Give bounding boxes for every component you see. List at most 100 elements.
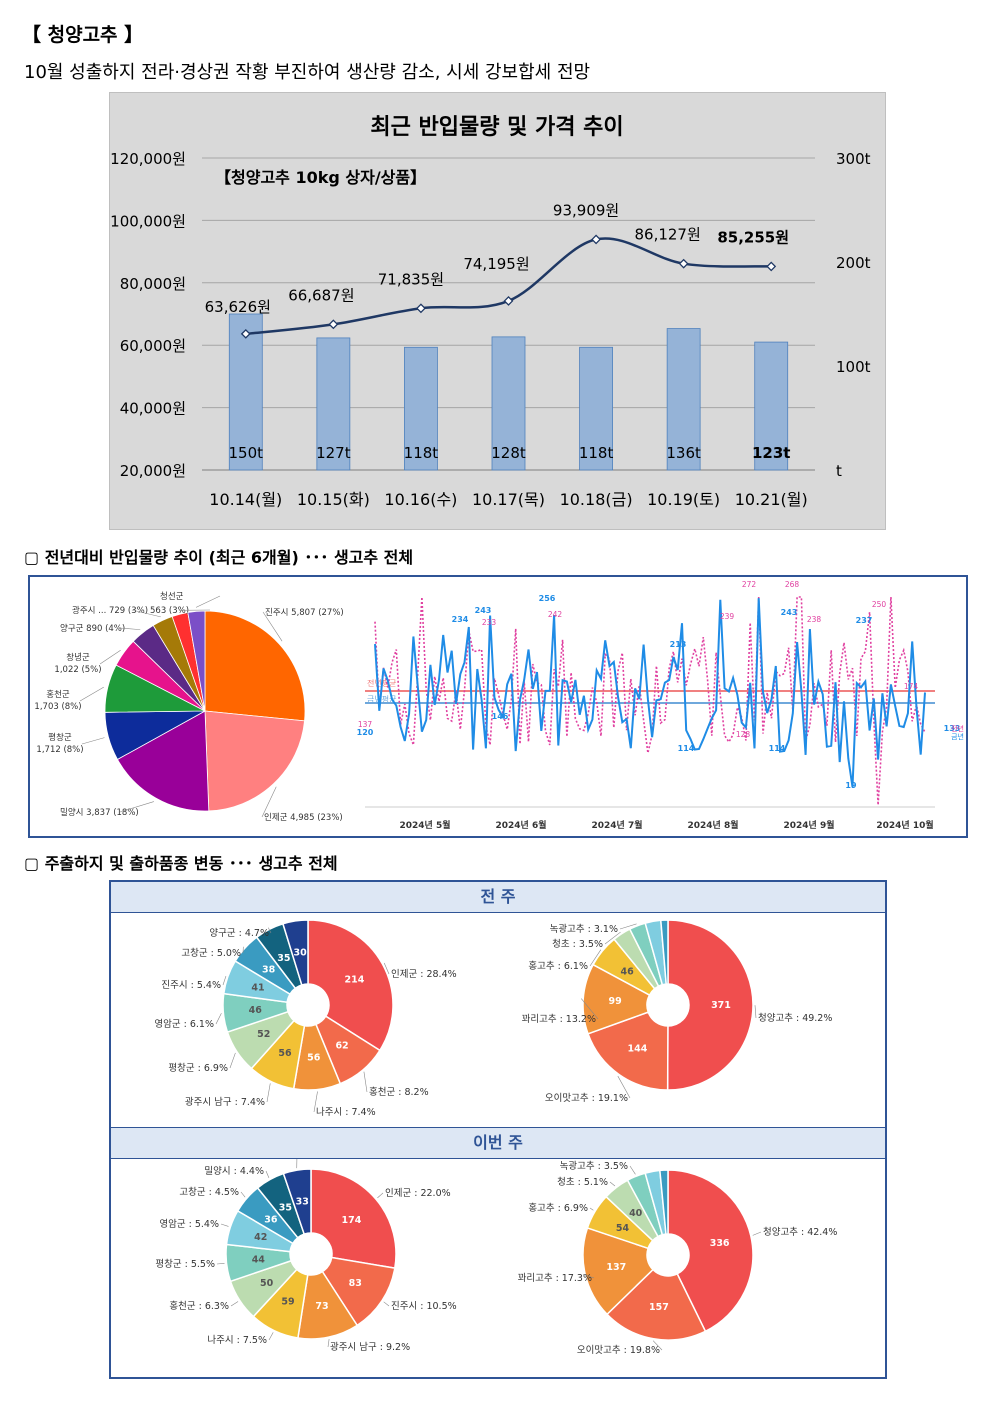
leader-line bbox=[79, 686, 104, 702]
leader-line bbox=[265, 1170, 270, 1178]
donut-label: 청양고추 : 49.2% bbox=[758, 1013, 832, 1024]
x-tick-label: 2024년 10월 bbox=[876, 819, 933, 831]
leader-line bbox=[363, 1071, 368, 1093]
price-label: 71,835원 bbox=[378, 270, 444, 288]
slice-value: 99 bbox=[609, 996, 622, 1007]
slice-value: 54 bbox=[616, 1223, 630, 1234]
bar-label: 127t bbox=[316, 444, 351, 462]
band-this-week: 이번 주 bbox=[111, 1127, 885, 1159]
end-label: 전년 bbox=[951, 724, 964, 733]
leader-line bbox=[131, 609, 161, 618]
donut-label: 청초 : 3.5% bbox=[552, 939, 603, 950]
x-tick-label: 10.15(화) bbox=[297, 490, 370, 509]
leader-line bbox=[619, 923, 637, 930]
leader-line bbox=[119, 627, 141, 630]
donut-slice bbox=[606, 1268, 707, 1341]
pie-label: 양구군 890 (4%) bbox=[60, 623, 125, 634]
donut-label: 청양고추 : 42.4% bbox=[763, 1227, 837, 1238]
price-label: 63,626원 bbox=[205, 298, 271, 316]
pie-slice bbox=[187, 610, 206, 712]
point-label: 268 bbox=[785, 580, 800, 589]
point-label: 272 bbox=[742, 580, 757, 589]
bar bbox=[316, 337, 351, 471]
y-left-tick: 100,000원 bbox=[110, 212, 186, 230]
leader-line bbox=[383, 1301, 390, 1307]
leader-line bbox=[754, 1005, 757, 1019]
series-line-cur bbox=[374, 598, 926, 788]
slice-value: 59 bbox=[281, 1297, 294, 1308]
leader-line bbox=[222, 975, 227, 986]
slice-value: 46 bbox=[249, 1005, 263, 1016]
end-label: 금년 bbox=[951, 732, 964, 741]
slice-value: 44 bbox=[252, 1255, 266, 1266]
reference-label: 금년평균 bbox=[367, 694, 396, 704]
leader-line bbox=[604, 931, 621, 945]
point-label: 213 bbox=[670, 640, 687, 649]
donut-label: 영암군 : 6.1% bbox=[154, 1018, 214, 1030]
donut-slice bbox=[659, 919, 669, 985]
section3-title: ▢ 주출하지 및 출하품종 변동 ･･･ 생고추 전체 bbox=[24, 854, 338, 873]
slice-value: 35 bbox=[277, 953, 290, 964]
slice-value: 144 bbox=[628, 1043, 648, 1054]
donut-label: 진주시 : 10.5% bbox=[391, 1301, 457, 1312]
donut-slice bbox=[659, 1169, 669, 1235]
donut-label: 평창군 : 5.5% bbox=[155, 1259, 215, 1270]
bar bbox=[754, 341, 789, 471]
pie-slice bbox=[204, 710, 305, 812]
price-label: 66,687원 bbox=[288, 286, 354, 304]
price-point bbox=[766, 261, 777, 272]
leader-line bbox=[215, 1013, 222, 1025]
point-label: 239 bbox=[720, 612, 735, 621]
y-left-tick: 20,000원 bbox=[120, 462, 186, 480]
donut-label: 밀양시 : 4.4% bbox=[204, 1165, 264, 1177]
leader-line bbox=[383, 962, 390, 975]
bar-label: 123t bbox=[752, 444, 790, 462]
donut-slice bbox=[310, 1168, 397, 1270]
donut-label: 꽈리고추 : 17.3% bbox=[518, 1273, 592, 1284]
slice-value: 83 bbox=[349, 1278, 362, 1289]
pie-label: 청선군 bbox=[160, 592, 184, 602]
donut-label: 녹광고추 : 3.5% bbox=[560, 1160, 628, 1172]
donut-label: 양구군 : 4.7% bbox=[209, 928, 269, 939]
leader-line bbox=[609, 1181, 616, 1187]
x-tick-label: 10.21(월) bbox=[735, 490, 808, 509]
slice-value: 214 bbox=[344, 974, 364, 985]
page-subheading: 10월 성출하지 전라·경상권 작황 부진하여 생산량 감소, 시세 강보합세 … bbox=[24, 62, 591, 83]
pie-label: 밀양시 3,837 (18%) bbox=[60, 807, 139, 818]
prev-variety-donut: 371 청양고추 : 49.2% 144 오이맛고추 : 19.1% 99 꽈리고추 : … bbox=[522, 919, 832, 1104]
x-tick-label: 2024년 8월 bbox=[687, 819, 738, 831]
price-point bbox=[503, 295, 514, 306]
leader-line bbox=[652, 1340, 663, 1351]
slice-value: 56 bbox=[307, 1053, 321, 1064]
slice-value: 33 bbox=[296, 1197, 309, 1208]
leader-line bbox=[629, 1165, 636, 1175]
x-tick-label: 10.16(수) bbox=[384, 490, 457, 509]
leader-line bbox=[230, 1301, 239, 1307]
point-label: 19 bbox=[845, 781, 857, 790]
price-label: 86,127원 bbox=[634, 226, 700, 244]
x-tick-label: 10.17(목) bbox=[472, 490, 545, 509]
point-label: 233 bbox=[482, 618, 497, 627]
pie-label: 563 (3%) bbox=[150, 606, 189, 616]
donut-label: 광주시 남구 : 7.4% bbox=[185, 1096, 265, 1108]
x-tick-label: 2024년 5월 bbox=[399, 819, 450, 831]
leader-line bbox=[581, 998, 599, 1020]
point-label: 238 bbox=[807, 615, 822, 624]
slice-value: 50 bbox=[260, 1278, 274, 1289]
leader-line bbox=[268, 1332, 274, 1341]
point-label: 120 bbox=[357, 728, 374, 737]
donut-label: 인제군 : 22.0% bbox=[385, 1188, 451, 1199]
donut-label: 홍고추 : 6.9% bbox=[528, 1202, 588, 1214]
donut-label: 고창군 : 4.5% bbox=[179, 1187, 239, 1198]
slice-value: 137 bbox=[606, 1262, 626, 1273]
pie-label: 평창군 1,712 (8%) bbox=[36, 732, 83, 755]
origin-pie-chart: 진주시 5,807 (27%) 인제군 4,985 (23%) 밀양시 3,837 … bbox=[34, 592, 343, 823]
leader-line bbox=[617, 1075, 631, 1099]
slice-value: 38 bbox=[262, 965, 276, 976]
point-label: 250 bbox=[872, 600, 887, 609]
bar bbox=[579, 346, 613, 471]
y-right-tick: 200t bbox=[836, 254, 871, 272]
y-right-tick: 100t bbox=[836, 358, 871, 376]
slice-value: 42 bbox=[254, 1232, 267, 1243]
